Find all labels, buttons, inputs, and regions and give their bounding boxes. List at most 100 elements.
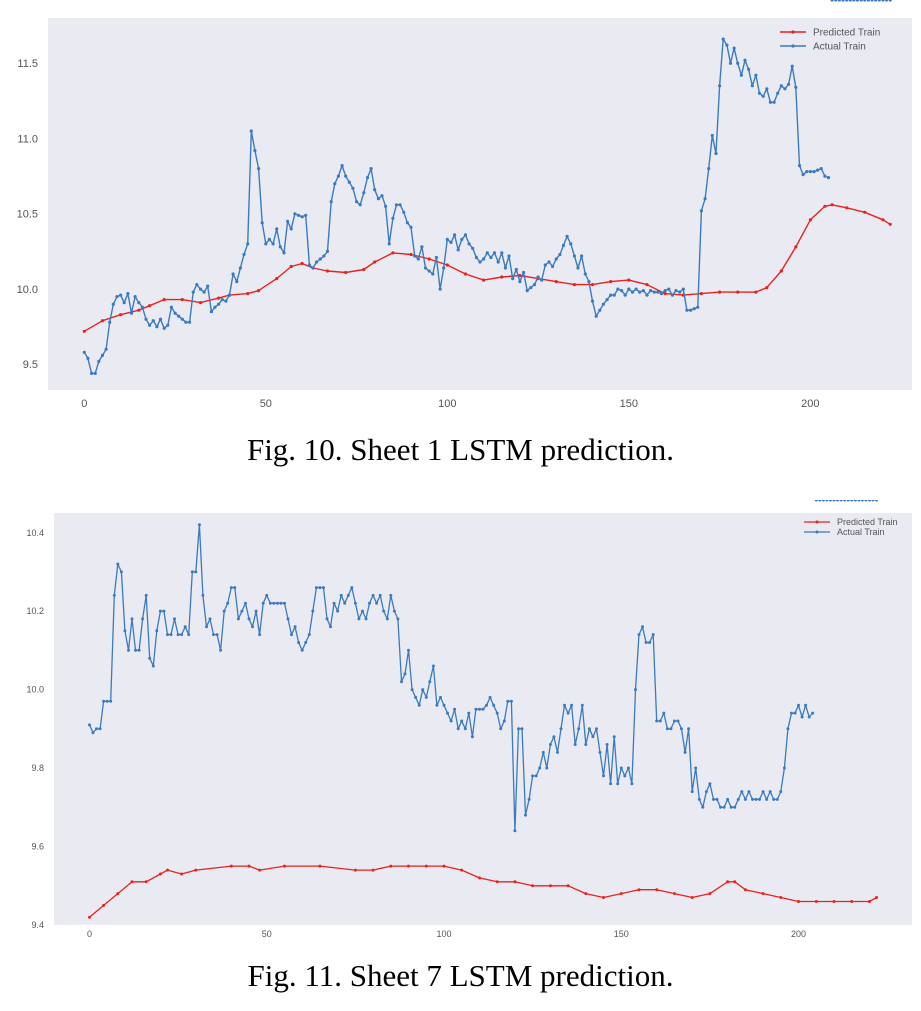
data-point bbox=[506, 699, 510, 703]
data-point bbox=[431, 664, 435, 668]
data-point bbox=[554, 257, 558, 261]
data-point bbox=[558, 252, 562, 257]
data-point bbox=[109, 699, 113, 703]
data-point bbox=[623, 774, 627, 778]
data-point bbox=[551, 264, 555, 269]
data-point bbox=[875, 500, 878, 502]
data-point bbox=[311, 609, 315, 613]
data-point bbox=[222, 609, 226, 613]
data-point bbox=[134, 648, 137, 652]
data-point bbox=[195, 283, 199, 287]
data-point bbox=[485, 251, 489, 255]
data-point bbox=[609, 782, 613, 786]
data-point bbox=[584, 892, 588, 896]
data-point bbox=[850, 500, 854, 502]
y-tick-label: 9.5 bbox=[23, 359, 38, 371]
data-point bbox=[119, 570, 123, 574]
data-point bbox=[282, 251, 286, 255]
data-point bbox=[860, 500, 864, 502]
data-point bbox=[848, 0, 852, 2]
data-point bbox=[843, 500, 847, 502]
data-point bbox=[88, 723, 91, 727]
data-point bbox=[525, 289, 529, 293]
data-point bbox=[343, 601, 347, 605]
data-point bbox=[402, 210, 406, 214]
data-point bbox=[246, 292, 250, 296]
data-point bbox=[680, 727, 683, 731]
data-point bbox=[137, 301, 141, 305]
x-tick-label: 200 bbox=[801, 398, 819, 410]
x-tick-label: 100 bbox=[436, 929, 451, 939]
data-point bbox=[307, 633, 311, 637]
data-point bbox=[137, 308, 141, 312]
data-point bbox=[373, 188, 377, 192]
data-point bbox=[394, 203, 399, 207]
data-point bbox=[119, 293, 123, 297]
data-point bbox=[832, 900, 836, 903]
data-point bbox=[391, 251, 395, 255]
y-tick-label: 9.8 bbox=[31, 763, 44, 773]
data-point bbox=[514, 267, 518, 272]
data-point bbox=[389, 864, 393, 868]
data-point bbox=[602, 896, 605, 899]
data-point bbox=[728, 61, 733, 65]
data-point bbox=[407, 648, 410, 652]
data-point bbox=[275, 601, 279, 605]
data-point bbox=[82, 329, 86, 333]
data-point bbox=[630, 290, 635, 294]
data-point bbox=[708, 892, 712, 896]
data-point bbox=[577, 727, 581, 731]
data-point bbox=[816, 168, 820, 172]
data-point bbox=[601, 302, 606, 306]
data-point bbox=[140, 305, 144, 309]
data-point bbox=[151, 664, 155, 668]
data-point bbox=[144, 317, 148, 321]
data-point bbox=[605, 743, 609, 746]
data-point bbox=[783, 87, 787, 91]
data-point bbox=[863, 210, 867, 214]
data-point bbox=[757, 91, 762, 95]
data-point bbox=[594, 314, 598, 318]
data-point bbox=[162, 298, 166, 302]
data-point bbox=[790, 64, 794, 68]
data-point bbox=[293, 625, 297, 629]
data-point bbox=[129, 311, 134, 315]
data-point bbox=[637, 888, 641, 892]
data-point bbox=[82, 350, 86, 354]
data-point bbox=[119, 313, 123, 317]
data-point bbox=[396, 617, 400, 621]
data-point bbox=[536, 275, 540, 279]
data-point bbox=[837, 0, 841, 2]
data-point bbox=[863, 0, 867, 2]
data-point bbox=[651, 633, 655, 637]
data-point bbox=[357, 617, 361, 621]
data-point bbox=[208, 617, 212, 621]
data-point bbox=[403, 672, 407, 676]
data-point bbox=[670, 293, 675, 297]
data-point bbox=[307, 263, 311, 267]
data-point bbox=[634, 688, 637, 692]
data-point bbox=[729, 805, 733, 809]
data-point bbox=[265, 593, 269, 597]
data-point bbox=[794, 85, 798, 89]
figure-caption: Fig. 11. Sheet 7 LSTM prediction. bbox=[247, 958, 674, 993]
data-point bbox=[814, 500, 818, 502]
data-point bbox=[888, 222, 892, 226]
data-point bbox=[495, 711, 499, 715]
data-point bbox=[325, 269, 330, 273]
data-point bbox=[453, 233, 457, 237]
data-point bbox=[540, 278, 544, 282]
y-tick-label: 9.6 bbox=[31, 842, 44, 852]
data-point bbox=[413, 254, 417, 258]
legend: Predicted Train Actual Train bbox=[780, 28, 880, 53]
data-point bbox=[656, 290, 660, 294]
data-point bbox=[726, 880, 730, 884]
data-point bbox=[369, 167, 373, 171]
data-point bbox=[524, 813, 527, 817]
data-point bbox=[616, 782, 620, 786]
data-point bbox=[231, 272, 235, 276]
data-point bbox=[470, 735, 474, 739]
data-point bbox=[194, 868, 198, 872]
data-point bbox=[435, 703, 439, 707]
data-point bbox=[385, 617, 389, 621]
